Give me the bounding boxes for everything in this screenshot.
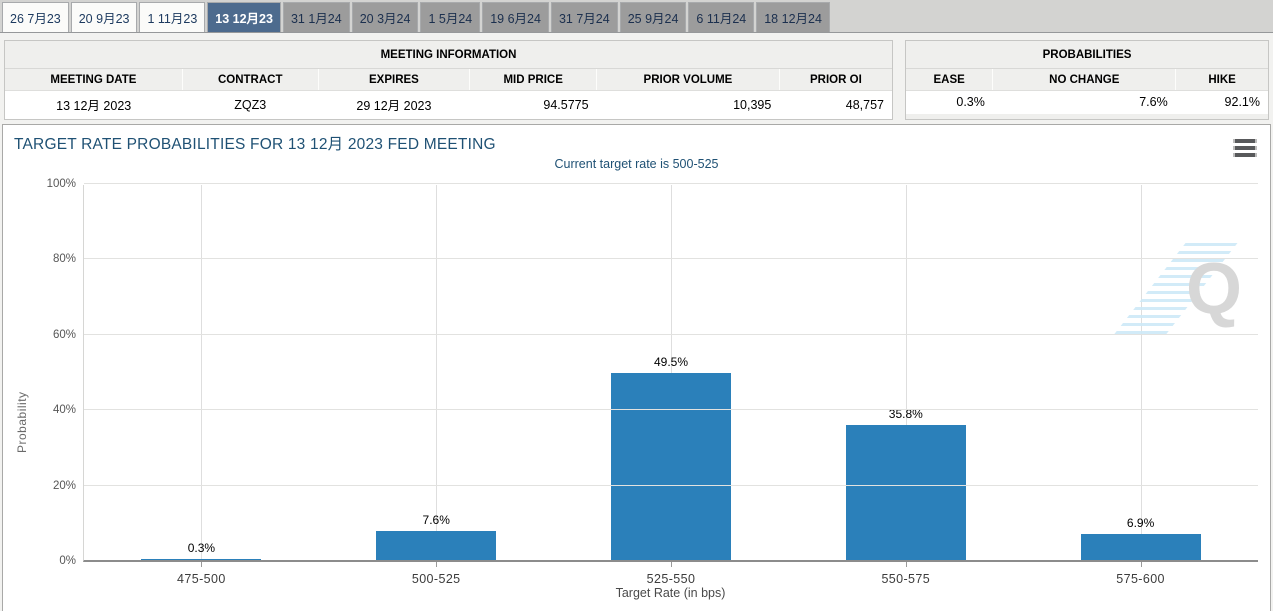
bar-value-label: 6.9% — [1126, 516, 1155, 530]
data-cell: 48,757 — [779, 90, 892, 119]
data-cell: 92.1% — [1175, 90, 1268, 114]
tab-25-9月24[interactable]: 25 9月24 — [619, 2, 687, 32]
probabilities-panel: PROBABILITIES EASE NO CHANGE HIKE 0.3% 7.6% 9… — [905, 40, 1269, 120]
y-tick-label: 0% — [59, 555, 76, 567]
column-header: HIKE — [1175, 69, 1268, 91]
tab-13-12月23[interactable]: 13 12月23 — [207, 2, 281, 32]
category-slot-500-525: 7.6% 500-525 — [319, 185, 554, 586]
gridline-vertical — [905, 185, 907, 560]
chart-subtitle: Current target rate is 500-525 — [554, 157, 719, 171]
meeting-date-tabbar: 26 7月23 20 9月23 1 11月23 13 12月23 31 1月24 20 3… — [0, 0, 1273, 33]
tab-26-7月23[interactable]: 26 7月23 — [2, 2, 69, 32]
header-row: MEETING DATE CONTRACT EXPIRES MID PRICE PRIO… — [5, 69, 892, 91]
target-rate-chart-panel: TARGET RATE PROBABILITIES FOR 13 12月 202… — [2, 124, 1271, 611]
column-header: PRIOR VOLUME — [596, 69, 780, 91]
gridline-horizontal — [84, 183, 1258, 184]
data-cell: 13 12月 2023 — [5, 90, 183, 119]
gridline-horizontal — [84, 258, 1258, 260]
gridline-horizontal — [84, 333, 1258, 335]
category-slot-550-575: 35.8% 550-575 — [788, 185, 1023, 586]
probabilities-title: PROBABILITIES — [906, 41, 1268, 69]
bar-slots: 0.3% 475-500 7.6% 500-525 49.5% 525-550 35.8% 5… — [84, 185, 1258, 586]
tab-31-7月24[interactable]: 31 7月24 — [550, 2, 618, 32]
x-tick-label: 575-600 — [1116, 572, 1165, 586]
x-axis-tick — [905, 562, 907, 567]
gridline-vertical — [436, 185, 438, 560]
tab-20-9月23[interactable]: 20 9月23 — [70, 2, 138, 32]
y-tick-label: 20% — [52, 479, 76, 492]
info-row: MEETING INFORMATION MEETING DATE CONTRACT… — [0, 33, 1273, 124]
x-tick-label: 500-525 — [411, 572, 461, 586]
category-slot-475-500: 0.3% 475-500 — [84, 185, 319, 586]
chart-context-menu-button[interactable] — [1233, 139, 1257, 160]
data-cell: ZQZ3 — [182, 90, 319, 119]
probabilities-table: EASE NO CHANGE HIKE 0.3% 7.6% 92.1% — [906, 69, 1268, 114]
data-cell: 10,395 — [596, 90, 780, 119]
bar-525-550[interactable] — [610, 373, 731, 560]
data-row: 13 12月 2023 ZQZ3 29 12月 2023 94.5775 10,395 4… — [5, 90, 892, 119]
data-cell: 94.5775 — [469, 90, 597, 119]
y-tick-label: 40% — [52, 404, 76, 417]
gridline-vertical — [201, 185, 203, 560]
column-header: PRIOR OI — [778, 69, 892, 91]
x-tick-label: 525-550 — [646, 572, 696, 586]
gridline-vertical — [1140, 185, 1142, 560]
meeting-information-panel: MEETING INFORMATION MEETING DATE CONTRACT… — [4, 40, 893, 120]
tab-31-1月24[interactable]: 31 1月24 — [282, 2, 350, 32]
y-tick-label: 80% — [52, 253, 76, 266]
category-slot-525-550: 49.5% 525-550 — [554, 185, 789, 586]
meeting-information-title: MEETING INFORMATION — [5, 41, 892, 69]
tab-6-11月24[interactable]: 6 11月24 — [688, 2, 755, 32]
plot-area: 0.3% 475-500 7.6% 500-525 49.5% 525-550 35.8% 5… — [83, 183, 1258, 586]
tab-19-6月24[interactable]: 19 6月24 — [482, 2, 549, 32]
column-header: EXPIRES — [317, 69, 470, 91]
gridline-horizontal — [84, 409, 1258, 411]
meeting-information-table: MEETING DATE CONTRACT EXPIRES MID PRICE PRIO… — [5, 69, 892, 119]
column-header: NO CHANGE — [992, 69, 1176, 91]
x-axis-title: Target Rate (in bps) — [615, 586, 726, 600]
bar-value-label: 7.6% — [422, 513, 450, 527]
x-axis-tick — [201, 562, 203, 567]
data-cell: 0.3% — [906, 90, 993, 114]
q-logo-icon: Q — [1185, 249, 1242, 329]
x-axis-tick — [670, 562, 672, 567]
y-tick-label: 100% — [46, 178, 76, 190]
gridline-horizontal — [84, 484, 1258, 486]
bar-475-500[interactable] — [141, 559, 262, 560]
column-header: CONTRACT — [181, 69, 319, 91]
y-tick-label: 60% — [52, 328, 76, 341]
column-header: EASE — [906, 69, 993, 91]
gridline-vertical — [670, 185, 672, 560]
y-axis-title: Probability — [15, 391, 29, 453]
category-slot-575-600: 6.9% 575-600 — [1023, 185, 1258, 586]
x-axis-tick — [436, 562, 438, 567]
bar-value-label: 49.5% — [653, 355, 688, 369]
column-header: MEETING DATE — [5, 69, 183, 91]
bar-value-label: 35.8% — [888, 407, 923, 421]
bar-value-label: 0.3% — [187, 541, 216, 555]
bar-500-525[interactable] — [376, 531, 497, 560]
tab-20-3月24[interactable]: 20 3月24 — [351, 2, 419, 32]
data-row: 0.3% 7.6% 92.1% — [906, 90, 1268, 114]
x-tick-label: 550-575 — [881, 572, 931, 586]
chart-title: TARGET RATE PROBABILITIES FOR 13 12月 202… — [14, 136, 496, 153]
x-axis-tick — [1140, 562, 1142, 567]
tab-18-12月24[interactable]: 18 12月24 — [756, 2, 830, 32]
x-tick-label: 475-500 — [177, 572, 226, 586]
hamburger-icon — [1233, 139, 1257, 143]
bar-550-575[interactable] — [845, 425, 966, 560]
data-cell: 29 12月 2023 — [318, 90, 470, 119]
quikstrike-watermark-logo: Q — [1110, 243, 1242, 339]
tab-1-11月23[interactable]: 1 11月23 — [139, 2, 206, 32]
data-cell: 7.6% — [992, 90, 1176, 114]
column-header: MID PRICE — [469, 69, 597, 91]
header-row: EASE NO CHANGE HIKE — [906, 69, 1268, 91]
tab-1-5月24[interactable]: 1 5月24 — [420, 2, 481, 32]
bar-575-600[interactable] — [1080, 534, 1201, 560]
